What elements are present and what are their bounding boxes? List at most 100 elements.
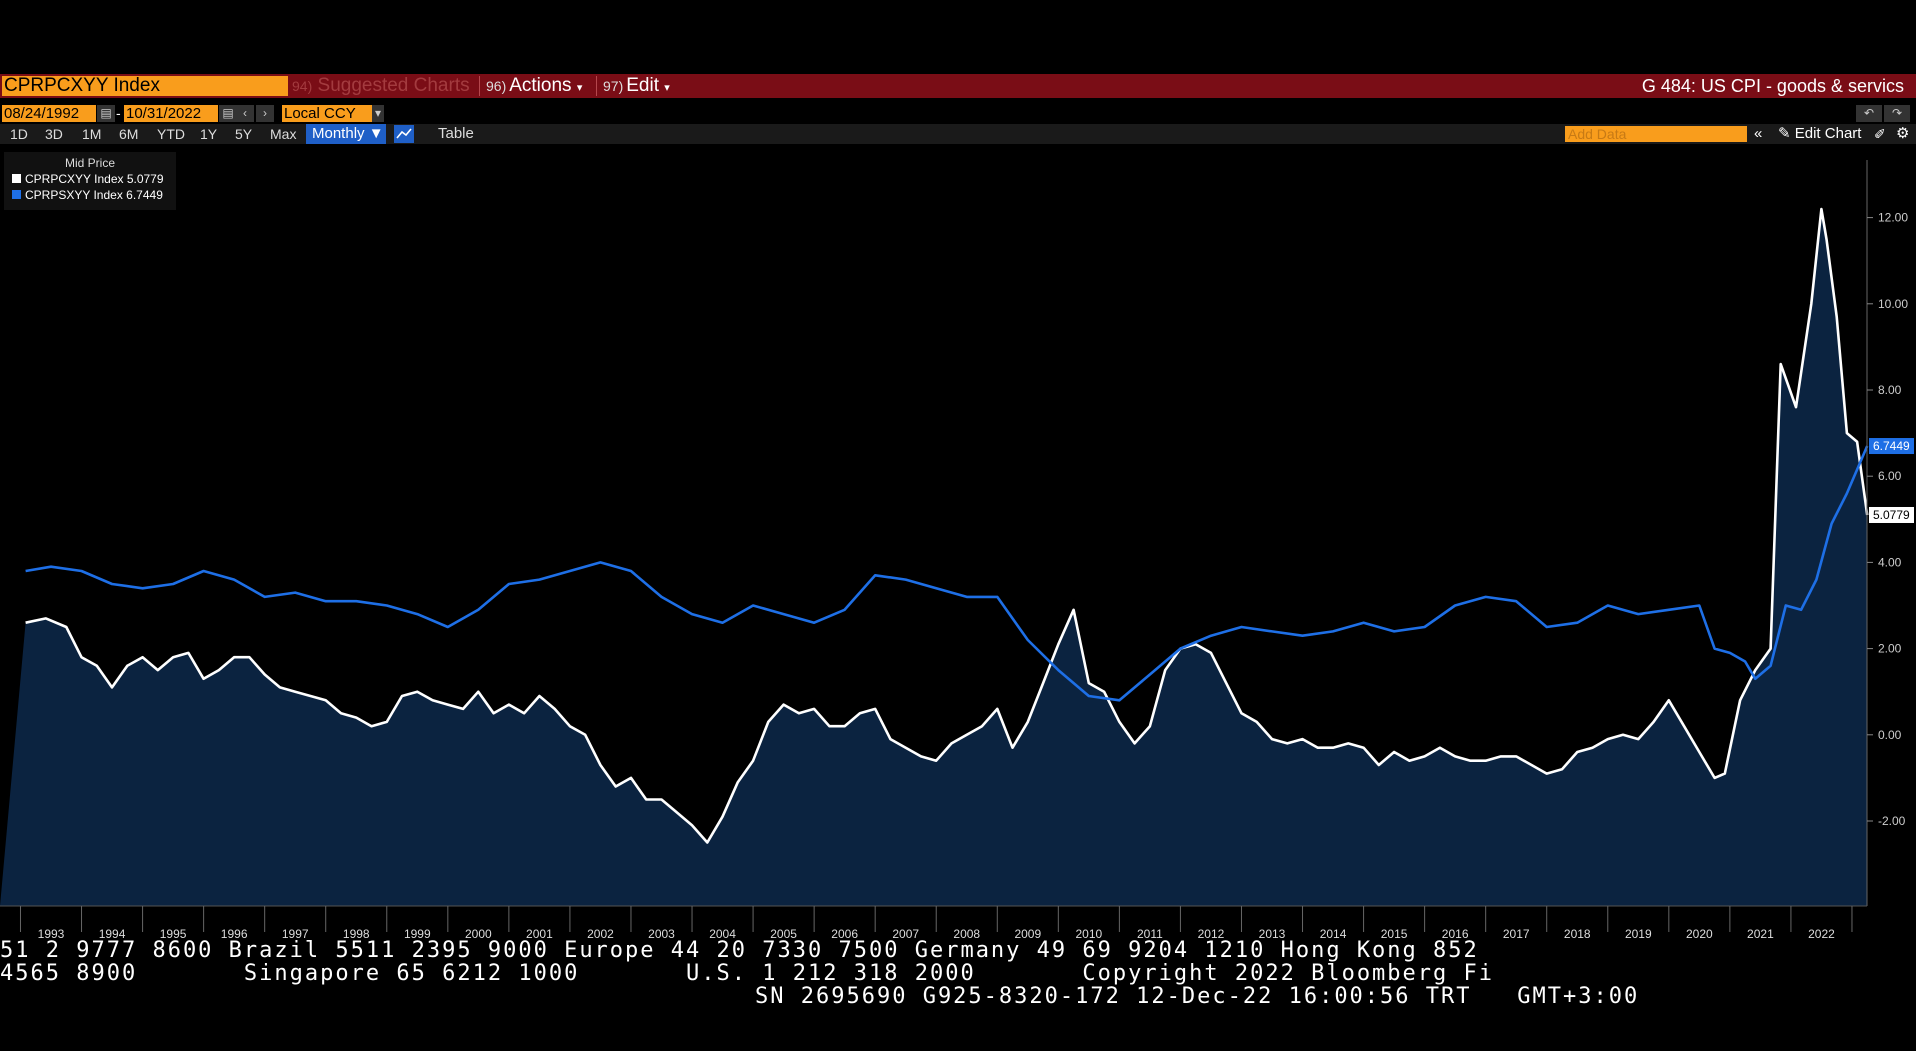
x-tick-label: 2009: [1014, 927, 1041, 941]
legend-label: CPRPCXYY Index 5.0779: [25, 172, 164, 186]
chevron-left-icon[interactable]: ‹: [236, 105, 254, 122]
x-tick-label: 2003: [648, 927, 675, 941]
legend-title: Mid Price: [64, 156, 115, 170]
series-line-cprpsxyy: [25, 445, 1869, 702]
x-tick-label: 2001: [526, 927, 553, 941]
x-tick-label: 2014: [1320, 927, 1347, 941]
add-data-input[interactable]: Add Data: [1565, 126, 1747, 142]
x-tick-label: 1998: [343, 927, 370, 941]
ticker-field[interactable]: CPRPCXYY Index: [2, 76, 288, 96]
legend-label: CPRPSXYY Index 6.7449: [25, 188, 163, 202]
brush-icon[interactable]: ✐: [1874, 126, 1886, 142]
chevron-down-icon[interactable]: ▾: [372, 105, 384, 122]
period-1d[interactable]: 1D: [10, 126, 28, 142]
suggested-label: Suggested Charts: [317, 75, 470, 96]
x-tick-label: 1994: [99, 927, 126, 941]
end-date-field[interactable]: 10/31/2022: [124, 105, 218, 122]
actions-menu[interactable]: 96) Actions ▾: [479, 76, 582, 96]
legend-swatch: [12, 174, 21, 183]
edit-chart-label: Edit Chart: [1794, 125, 1862, 142]
x-tick-label: 2000: [465, 927, 492, 941]
y-tick-label: 10.00: [1878, 297, 1908, 311]
legend-item[interactable]: CPRPCXYY Index 5.0779: [4, 171, 176, 187]
x-tick-label: 2002: [587, 927, 614, 941]
title-bar: [0, 74, 1916, 98]
pencil-icon: ✎: [1778, 125, 1791, 142]
period-3d[interactable]: 3D: [45, 126, 63, 142]
last-value-label: 6.7449: [1873, 439, 1910, 453]
period-1m[interactable]: 1M: [82, 126, 102, 142]
frequency-select[interactable]: Monthly ▼: [306, 124, 386, 144]
x-tick-label: 2018: [1564, 927, 1591, 941]
x-tick-label: 2019: [1625, 927, 1652, 941]
x-tick-label: 1993: [38, 927, 65, 941]
chevron-right-icon[interactable]: ›: [256, 105, 274, 122]
area-fill: [0, 209, 1868, 906]
footer-line-1: 51 2 9777 8600 Brazil 5511 2395 9000 Eur…: [0, 938, 1479, 963]
y-tick-label: 12.00: [1878, 211, 1908, 225]
period-6m[interactable]: 6M: [119, 126, 139, 142]
suggested-charts-menu[interactable]: 94) Suggested Charts: [292, 76, 472, 96]
x-tick-label: 2012: [1198, 927, 1225, 941]
start-date-field[interactable]: 08/24/1992: [2, 105, 96, 122]
x-tick-label: 2017: [1503, 927, 1530, 941]
chart-title: G 484: US CPI - goods & servics: [1641, 76, 1904, 96]
x-tick-label: 2016: [1442, 927, 1469, 941]
area-fill-layer: [0, 209, 1868, 906]
y-tick-label: 8.00: [1878, 383, 1902, 397]
period-max[interactable]: Max: [270, 126, 297, 142]
undo-icon[interactable]: ↶: [1856, 105, 1882, 122]
y-tick-label: 6.00: [1878, 469, 1902, 483]
last-value-badge: [1869, 438, 1914, 455]
actions-label: Actions: [509, 75, 572, 96]
x-tick-label: 2005: [770, 927, 797, 941]
table-button[interactable]: Table: [438, 125, 474, 142]
period-bar: [0, 124, 1916, 144]
y-tick-label: 0.00: [1878, 728, 1902, 742]
legend-item[interactable]: CPRPSXYY Index 6.7449: [4, 187, 176, 203]
footer-line-3: SN 2695690 G925-8320-172 12-Dec-22 16:00…: [755, 984, 1640, 1009]
x-tick-label: 2013: [1259, 927, 1286, 941]
x-tick-label: 2004: [709, 927, 736, 941]
frequency-label: Monthly: [312, 125, 365, 142]
currency-select[interactable]: Local CCY: [282, 105, 372, 122]
x-tick-label: 1996: [221, 927, 248, 941]
x-tick-label: 2022: [1808, 927, 1835, 941]
collapse-icon[interactable]: «: [1754, 125, 1763, 142]
x-tick-label: 2021: [1747, 927, 1774, 941]
x-tick-label: 2006: [831, 927, 858, 941]
redo-icon[interactable]: ↷: [1884, 105, 1910, 122]
actions-num: 96): [486, 78, 507, 94]
axes: -2.00 0.00 2.00 4.00 6.00 8.00 10.00 12.00 1993 1…: [0, 160, 1914, 941]
chevron-down-icon: ▾: [576, 82, 583, 94]
y-tick-label: 2.00: [1878, 642, 1902, 656]
x-tick-label: 2020: [1686, 927, 1713, 941]
legend-swatch: [12, 190, 21, 199]
y-tick-label: 4.00: [1878, 555, 1902, 569]
last-value-label: 5.0779: [1873, 508, 1910, 522]
edit-menu[interactable]: 97) Edit ▾: [596, 76, 670, 96]
edit-chart-button[interactable]: ✎ Edit Chart: [1778, 124, 1861, 144]
x-tick-label: 2011: [1137, 927, 1163, 941]
last-value-badge: [1869, 506, 1914, 523]
legend: Mid Price CPRPCXYY Index 5.0779 CPRPSXYY…: [4, 152, 176, 210]
period-5y[interactable]: 5Y: [235, 126, 253, 142]
x-tick-label: 2015: [1381, 927, 1408, 941]
period-ytd[interactable]: YTD: [157, 126, 185, 142]
period-1y[interactable]: 1Y: [200, 126, 218, 142]
footer-line-2: 4565 8900 Singapore 65 6212 1000 U.S. 1 …: [0, 961, 1495, 986]
chevron-down-icon: ▾: [664, 82, 670, 94]
x-tick-label: 2007: [892, 927, 919, 941]
calendar-icon[interactable]: ▤: [219, 105, 237, 122]
x-tick-label: 1999: [404, 927, 431, 941]
chevron-down-icon: ▼: [368, 125, 384, 142]
x-tick-label: 1997: [282, 927, 309, 941]
x-tick-label: 2010: [1075, 927, 1102, 941]
line-chart-icon[interactable]: [394, 125, 414, 143]
edit-label: Edit: [626, 75, 659, 96]
date-separator: -: [116, 105, 121, 121]
x-tick-label: 1995: [160, 927, 187, 941]
gear-icon[interactable]: ⚙: [1896, 125, 1910, 142]
calendar-icon[interactable]: ▤: [97, 105, 115, 122]
